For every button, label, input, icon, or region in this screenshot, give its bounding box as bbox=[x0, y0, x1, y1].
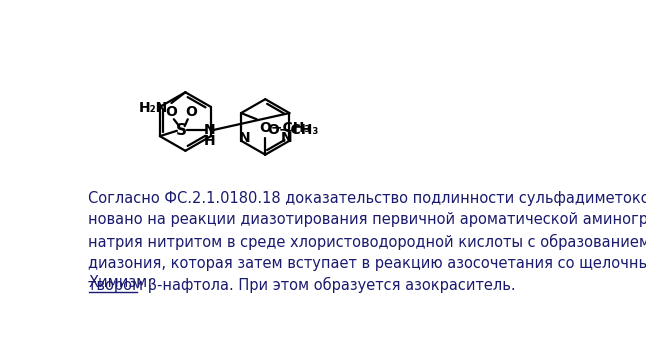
Text: H: H bbox=[203, 134, 215, 148]
Text: O−CH₃: O−CH₃ bbox=[260, 121, 311, 136]
Text: Химизм:: Химизм: bbox=[89, 275, 152, 290]
Text: Согласно ФС.2.1.0180.18 доказательство подлинности сульфадиметоксина ос-
новано : Согласно ФС.2.1.0180.18 доказательство п… bbox=[89, 191, 646, 293]
Text: O: O bbox=[165, 105, 176, 119]
Text: H₂N: H₂N bbox=[139, 101, 169, 115]
Text: N: N bbox=[203, 123, 215, 137]
Text: O−CH₃: O−CH₃ bbox=[267, 123, 318, 137]
Text: N: N bbox=[238, 131, 250, 145]
Text: N: N bbox=[280, 131, 292, 145]
Text: S: S bbox=[176, 122, 187, 138]
Text: O: O bbox=[185, 105, 197, 119]
